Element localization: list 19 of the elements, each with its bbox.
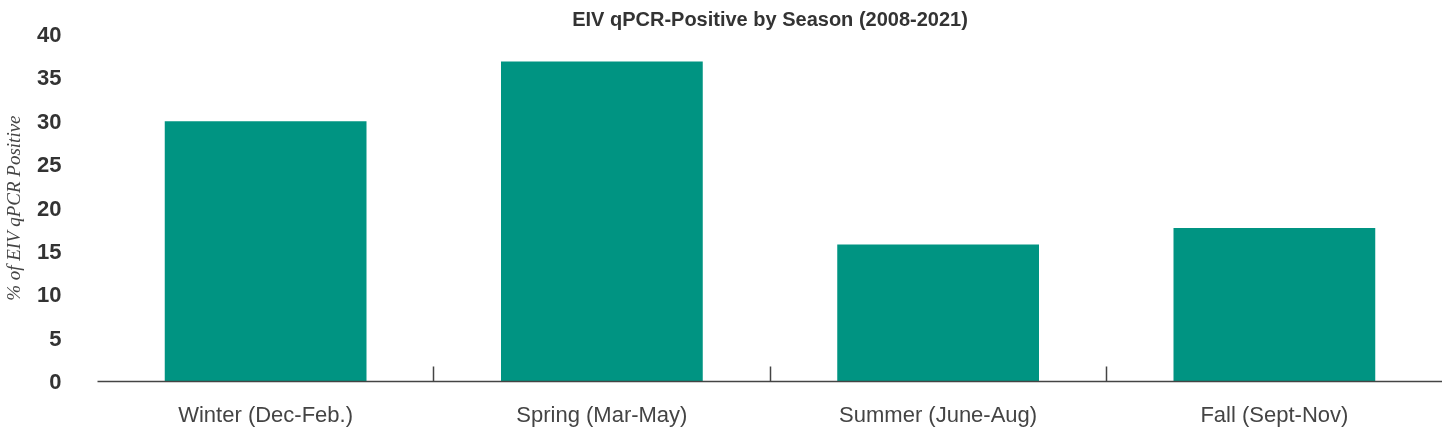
- y-tick-label: 0: [49, 369, 62, 394]
- bar: [837, 244, 1039, 382]
- y-tick-label: 30: [37, 108, 62, 134]
- x-tick-label: Summer (June-Aug): [839, 401, 1038, 427]
- bar: [164, 121, 367, 382]
- bar: [501, 61, 703, 382]
- y-tick-label: 10: [37, 282, 62, 308]
- x-tick-label: Fall (Sept-Nov): [1200, 401, 1349, 427]
- y-tick-label: 15: [37, 238, 62, 264]
- y-tick-label: 35: [37, 65, 62, 91]
- y-tick-label: 25: [37, 152, 62, 178]
- chart-title: EIV qPCR-Positive by Season (2008-2021): [572, 7, 968, 30]
- y-tick-label: 5: [49, 325, 62, 351]
- x-tick-label: Spring (Mar-May): [516, 401, 688, 427]
- y-tick-label: 40: [37, 22, 62, 47]
- x-tick-label: Winter (Dec-Feb.): [178, 401, 354, 427]
- y-tick-label: 20: [37, 195, 62, 221]
- y-axis-title: % of EIV qPCR Positive: [3, 115, 25, 301]
- bar: [1173, 227, 1376, 382]
